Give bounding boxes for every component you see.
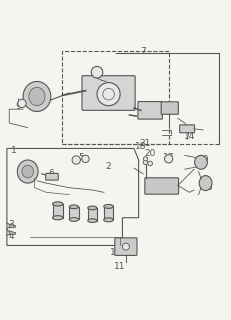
Ellipse shape [148, 161, 152, 166]
Text: 21: 21 [140, 139, 151, 148]
Ellipse shape [91, 67, 103, 78]
Ellipse shape [143, 157, 148, 161]
Text: 18: 18 [135, 142, 147, 151]
FancyBboxPatch shape [161, 102, 178, 114]
Ellipse shape [143, 160, 148, 164]
Text: 3: 3 [9, 220, 14, 229]
Bar [104, 206, 113, 220]
Text: 9: 9 [16, 102, 21, 111]
Ellipse shape [69, 218, 79, 221]
Ellipse shape [88, 206, 97, 210]
Ellipse shape [18, 99, 26, 108]
Ellipse shape [23, 82, 51, 111]
Ellipse shape [69, 205, 79, 209]
Ellipse shape [29, 87, 45, 106]
Polygon shape [9, 231, 16, 235]
Polygon shape [9, 224, 16, 228]
FancyBboxPatch shape [138, 101, 162, 119]
Ellipse shape [97, 83, 120, 106]
Bar [53, 204, 63, 218]
Ellipse shape [195, 156, 207, 169]
Text: 2: 2 [106, 163, 111, 172]
Text: 5: 5 [78, 153, 84, 162]
Text: 12: 12 [124, 248, 135, 257]
Text: 20: 20 [144, 148, 156, 157]
Ellipse shape [17, 160, 38, 183]
FancyBboxPatch shape [82, 76, 135, 110]
Text: 16: 16 [202, 183, 214, 192]
Text: 10: 10 [198, 156, 209, 164]
Ellipse shape [104, 204, 113, 208]
Ellipse shape [164, 155, 173, 163]
Bar [62, 52, 169, 144]
Text: 7: 7 [140, 47, 146, 56]
FancyBboxPatch shape [180, 125, 195, 133]
Ellipse shape [104, 218, 113, 222]
FancyBboxPatch shape [115, 238, 137, 255]
Ellipse shape [122, 243, 129, 250]
Text: 1: 1 [11, 146, 17, 155]
Text: 15: 15 [163, 186, 174, 195]
Text: 6: 6 [48, 169, 54, 178]
Ellipse shape [199, 176, 212, 191]
Ellipse shape [22, 165, 33, 178]
Ellipse shape [53, 216, 63, 220]
FancyBboxPatch shape [145, 178, 179, 194]
Text: 11: 11 [114, 262, 126, 271]
Text: 13: 13 [110, 248, 121, 257]
Ellipse shape [103, 88, 114, 100]
Ellipse shape [88, 219, 97, 222]
Text: 4: 4 [9, 232, 14, 241]
Ellipse shape [82, 155, 89, 163]
Ellipse shape [72, 156, 80, 164]
Ellipse shape [53, 202, 63, 206]
Text: 17: 17 [163, 153, 174, 162]
Text: 8: 8 [94, 82, 100, 91]
Bar [88, 208, 97, 220]
FancyBboxPatch shape [46, 173, 58, 180]
Bar [69, 207, 79, 220]
Text: 14: 14 [184, 132, 195, 141]
